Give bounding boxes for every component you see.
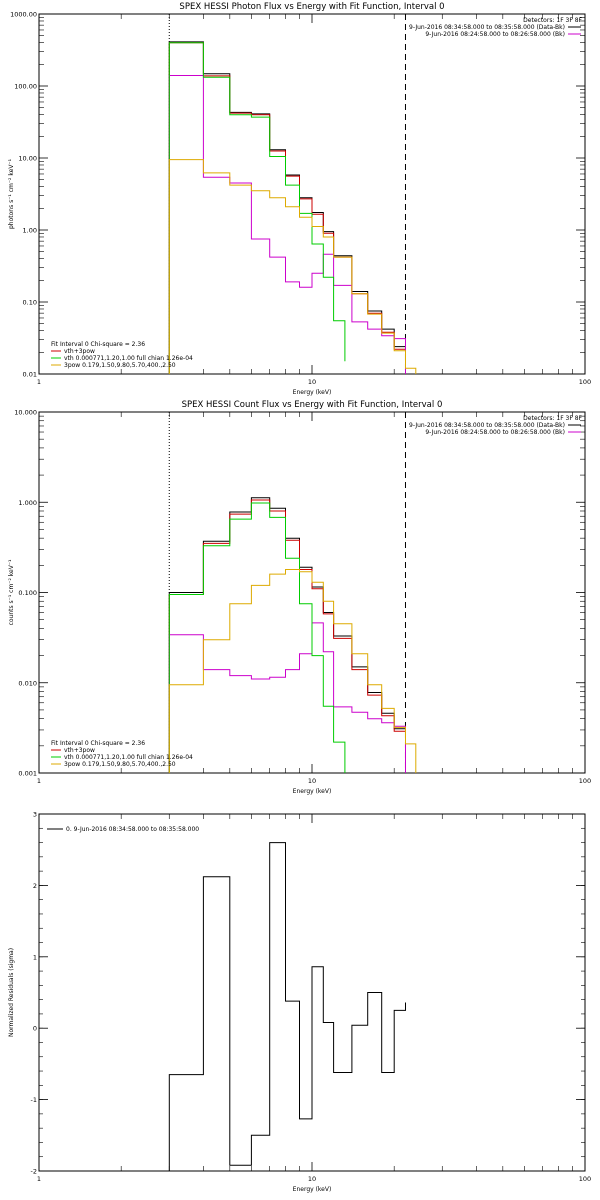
x-tick-label: 100 [579,378,591,386]
series-bk [168,75,406,374]
y-tick-label: 3 [33,811,37,819]
y-axis: 0.001 0.010 0.100 1.000 10.000 [14,409,585,778]
x-tick-label: 10 [308,378,316,386]
chart-panel-1: SPEX HESSI Count Flux vs Energy with Fit… [8,400,591,795]
x-tick-label: 1 [37,1175,41,1183]
legend-bottom-label: 3pow 0.179,1.50,9.80,5.70,400.,2.50 [64,761,176,768]
y-tick-label: 1000.00 [10,11,37,19]
x-tick-label: 100 [579,1175,591,1183]
y-tick-label: 0 [33,1025,37,1033]
y-axis-label: counts s⁻¹ cm⁻² keV⁻¹ [8,559,15,625]
y-axis-label: photons s⁻¹ cm⁻² keV⁻¹ [8,158,15,229]
x-axis: 1 10 100 [37,14,591,386]
x-tick-label: 1 [37,378,41,386]
plot-frame [38,411,586,774]
legend-bottom-label: 3pow 0.179,1.50,9.80,5.70,400.,2.50 [64,362,176,369]
legend-top-label: 9-Jun-2016 08:24:58.000 to 08:26:58.000 … [425,429,565,436]
chart-panel-2: 1 10 100 Energy (keV) -2 -1 0 1 2 3 Normalized Res… [8,811,591,1194]
y-axis: -2 -1 0 1 2 3 [31,811,585,1176]
legend-bottom-label: vth 0.000771,1.20,1.00 full chian 1.26e-… [64,754,193,761]
y-tick-label: 0.001 [18,770,37,778]
y-tick-label: 0.10 [23,299,37,307]
legend-bottom-label: vth+3pow [64,747,95,754]
x-tick-label: 100 [579,777,591,785]
series-vth [168,502,346,773]
y-tick-label: 0.01 [23,371,37,379]
plot-frame [38,13,586,375]
fit-header: Fit Interval 0 Chi-square = 2.36 [51,341,145,348]
y-tick-label: 1.000 [18,499,37,507]
y-tick-label: -2 [31,1168,37,1176]
x-axis: 1 10 100 [37,814,591,1183]
series-0 [168,842,406,1171]
series-data-bk [168,497,406,773]
y-tick-label: 1 [33,953,37,961]
fit-header: Fit Interval 0 Chi-square = 2.36 [51,740,145,747]
series-bk [168,622,406,773]
series-3pow [168,569,417,773]
x-axis: 1 10 100 [37,412,591,785]
y-tick-label: 10.000 [14,409,37,417]
x-tick-label: 1 [37,777,41,785]
series-vth-3pow [168,42,406,374]
chart-title: SPEX HESSI Count Flux vs Energy with Fit… [182,400,443,410]
detectors-label: Detectors: 1F 3F 8F [523,415,582,422]
series-group [168,842,406,1171]
y-axis: 0.01 0.10 1.00 10.00 100.00 1000.00 [10,11,585,379]
series-data-bk [168,41,406,374]
series-3pow [168,159,417,374]
y-tick-label: 100.00 [14,83,37,91]
series-vth [168,42,346,374]
legend-bottom-label: vth+3pow [64,348,95,355]
x-axis-label: Energy (keV) [293,1186,332,1193]
legend-top-label: 9-Jun-2016 08:24:58.000 to 08:26:58.000 … [425,31,565,38]
series-group [168,41,417,374]
detectors-label: Detectors: 1F 3F 8F [523,17,582,24]
y-tick-label: 0.100 [18,589,37,597]
y-tick-label: 0.010 [18,679,37,687]
y-tick-label: 1.00 [23,227,37,235]
x-axis-label: Energy (keV) [293,788,332,795]
y-tick-label: -1 [31,1096,37,1104]
legend-top-label: 0. 9-Jun-2016 08:34:58.000 to 08:35:58.0… [66,826,199,833]
y-tick-label: 10.00 [18,155,37,163]
legend-bottom-label: vth 0.000771,1.20,1.00 full chian 1.26e-… [64,355,193,362]
y-axis-label: Normalized Residuals (sigma) [8,948,15,1037]
y-tick-label: 2 [33,882,37,890]
legend-top-label: 9-Jun-2016 08:34:58.000 to 08:35:58.000 … [409,422,565,429]
legend-top-label: 9-Jun-2016 08:34:58.000 to 08:35:58.000 … [409,24,565,31]
series-group [168,497,417,773]
x-axis-label: Energy (keV) [293,389,332,396]
x-tick-label: 10 [308,777,316,785]
x-tick-label: 10 [308,1175,316,1183]
chart-title: SPEX HESSI Photon Flux vs Energy with Fi… [179,2,444,12]
chart-panel-0: SPEX HESSI Photon Flux vs Energy with Fi… [8,2,591,396]
